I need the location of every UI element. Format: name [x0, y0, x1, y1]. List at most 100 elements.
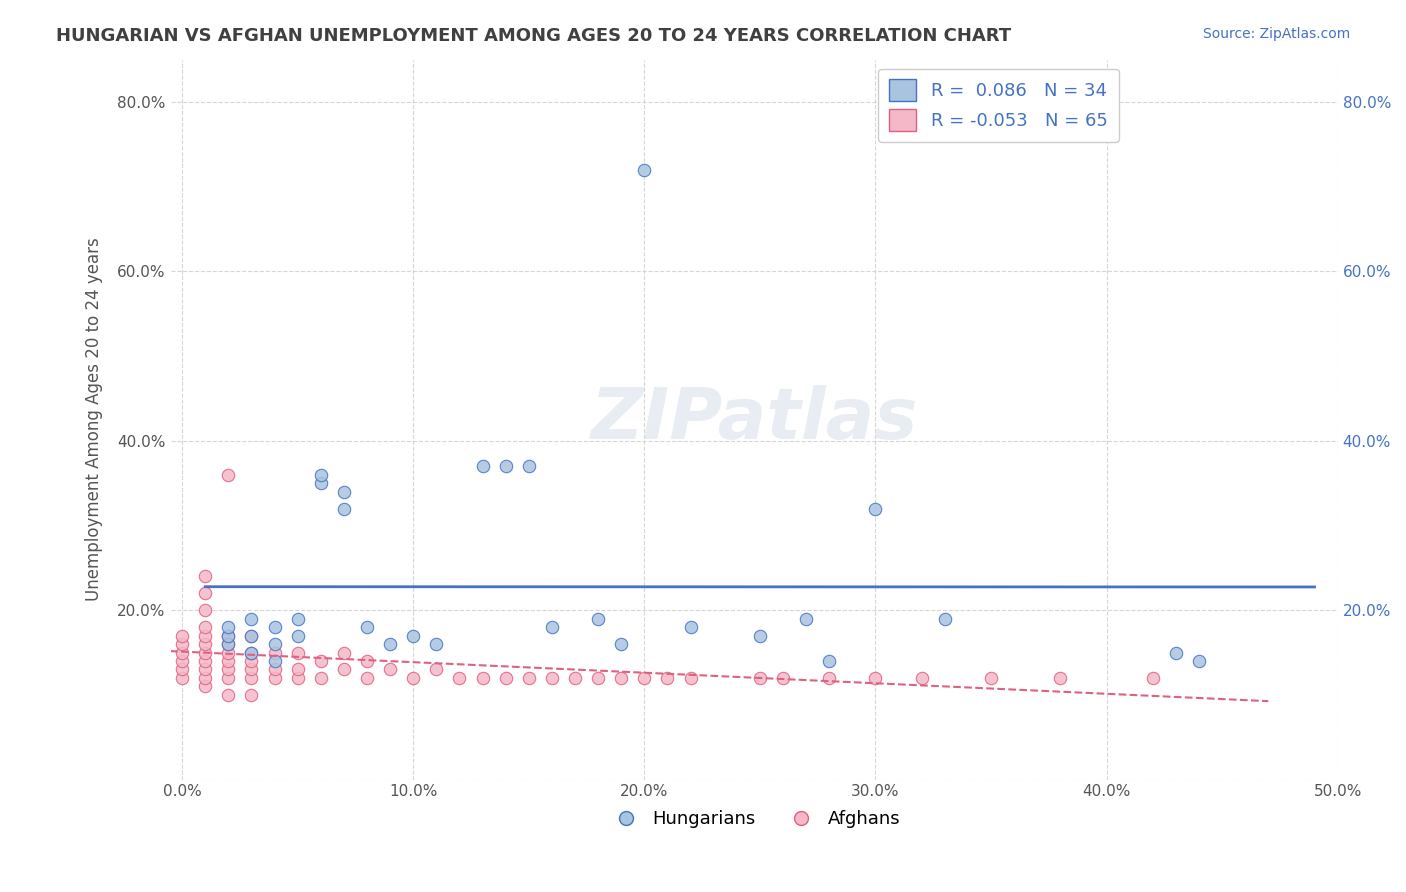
Point [240, 629, 263, 643]
Point [1164, 646, 1187, 660]
Point [287, 671, 309, 685]
Point [333, 501, 356, 516]
Point [309, 671, 332, 685]
Point [911, 671, 934, 685]
Point [217, 629, 239, 643]
Point [194, 620, 217, 634]
Point [172, 663, 194, 677]
Point [194, 646, 217, 660]
Point [194, 663, 217, 677]
Point [610, 637, 633, 651]
Point [586, 671, 609, 685]
Point [263, 663, 285, 677]
Text: HUNGARIAN VS AFGHAN UNEMPLOYMENT AMONG AGES 20 TO 24 YEARS CORRELATION CHART: HUNGARIAN VS AFGHAN UNEMPLOYMENT AMONG A… [56, 27, 1011, 45]
Point [194, 569, 217, 583]
Point [240, 646, 263, 660]
Point [217, 654, 239, 668]
Point [217, 671, 239, 685]
Point [794, 612, 817, 626]
Point [287, 629, 309, 643]
Point [633, 162, 655, 177]
Point [818, 671, 841, 685]
Point [657, 671, 679, 685]
Point [194, 637, 217, 651]
Point [309, 467, 332, 482]
Point [240, 646, 263, 660]
Point [772, 671, 794, 685]
Point [263, 620, 285, 634]
Point [356, 671, 378, 685]
Point [172, 629, 194, 643]
Point [240, 654, 263, 668]
Point [378, 663, 401, 677]
Point [263, 637, 285, 651]
Point [240, 671, 263, 685]
Point [471, 671, 494, 685]
Point [610, 671, 633, 685]
Point [172, 646, 194, 660]
Point [194, 654, 217, 668]
Point [495, 671, 517, 685]
Point [333, 484, 356, 499]
Point [425, 637, 447, 651]
Point [333, 646, 356, 660]
Point [541, 620, 564, 634]
Point [471, 459, 494, 474]
Point [517, 459, 540, 474]
Point [865, 671, 887, 685]
Point [934, 612, 956, 626]
Point [425, 663, 447, 677]
Point [449, 671, 471, 685]
Point [287, 612, 309, 626]
Point [194, 603, 217, 617]
Point [309, 476, 332, 491]
Point [217, 620, 239, 634]
Point [309, 654, 332, 668]
Text: ZIPatlas: ZIPatlas [591, 385, 918, 454]
Point [194, 671, 217, 685]
Point [1142, 671, 1164, 685]
Point [1188, 654, 1211, 668]
Point [633, 671, 655, 685]
Point [865, 501, 887, 516]
Point [356, 654, 378, 668]
Point [818, 654, 841, 668]
Point [217, 637, 239, 651]
Point [495, 459, 517, 474]
Point [564, 671, 586, 685]
Point [263, 654, 285, 668]
Point [240, 612, 263, 626]
Point [240, 688, 263, 702]
Text: Source: ZipAtlas.com: Source: ZipAtlas.com [1202, 27, 1350, 41]
Point [517, 671, 540, 685]
Point [263, 671, 285, 685]
Point [679, 620, 702, 634]
Point [586, 612, 609, 626]
Point [194, 629, 217, 643]
Point [333, 663, 356, 677]
Point [217, 629, 239, 643]
Point [402, 671, 425, 685]
Point [217, 637, 239, 651]
Point [356, 620, 378, 634]
Point [172, 654, 194, 668]
Point [287, 663, 309, 677]
Point [1049, 671, 1071, 685]
Point [263, 646, 285, 660]
Point [748, 671, 770, 685]
Point [217, 688, 239, 702]
Point [217, 663, 239, 677]
Point [194, 586, 217, 600]
Point [287, 646, 309, 660]
Point [541, 671, 564, 685]
Point [980, 671, 1002, 685]
Point [172, 637, 194, 651]
Point [378, 637, 401, 651]
Point [679, 671, 702, 685]
Point [240, 663, 263, 677]
Legend: Hungarians, Afghans: Hungarians, Afghans [600, 803, 908, 836]
Point [217, 646, 239, 660]
Y-axis label: Unemployment Among Ages 20 to 24 years: Unemployment Among Ages 20 to 24 years [86, 238, 103, 601]
Point [172, 671, 194, 685]
Point [194, 680, 217, 694]
